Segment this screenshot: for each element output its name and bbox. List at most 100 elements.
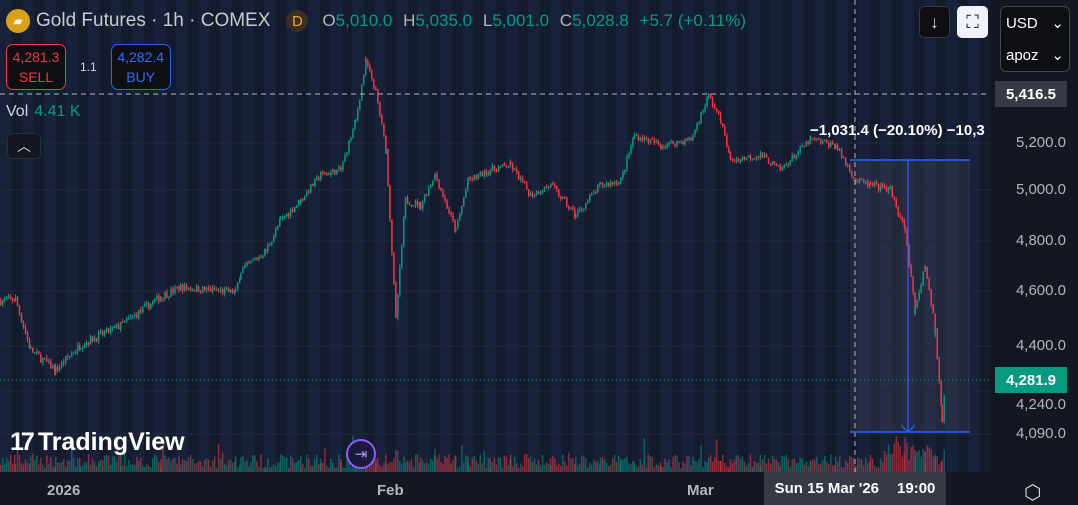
volume-bar (670, 467, 672, 472)
volume-bar (728, 467, 730, 472)
candle-body (471, 179, 473, 181)
candle-body (318, 176, 320, 180)
candle-body (326, 173, 328, 175)
candle-body (686, 139, 688, 141)
volume-bar (28, 463, 31, 472)
candle-body (836, 144, 839, 151)
candle-body (722, 123, 724, 127)
session-shading (880, 0, 892, 472)
volume-bar (550, 465, 552, 472)
session-shading (968, 0, 980, 472)
volume-bar (747, 463, 750, 472)
volume-bar (574, 457, 577, 472)
volume-bar (48, 464, 50, 472)
volume-bar (828, 464, 830, 472)
collapse-legend-button[interactable]: ︿ (7, 133, 41, 159)
volume-bar (771, 456, 774, 472)
candle-body (391, 219, 393, 254)
volume-bar (698, 459, 700, 472)
fullscreen-button[interactable]: ⛶ (957, 6, 988, 38)
replay-button[interactable]: ⇥ (346, 439, 376, 469)
candle-body (342, 161, 344, 170)
candle-body (655, 141, 658, 144)
candle-body (46, 357, 48, 362)
candle-body (246, 262, 248, 266)
delayed-badge[interactable]: D (286, 10, 309, 32)
candle-body (271, 241, 273, 245)
candle-body (285, 213, 288, 217)
volume-bar (38, 464, 40, 472)
buy-button[interactable]: 4,282.4 BUY (110, 44, 171, 90)
volume-bar (686, 456, 688, 472)
chart-settings-icon[interactable]: ⬡ (1024, 482, 1042, 504)
candle-body (346, 152, 348, 156)
candle-body (741, 157, 744, 159)
volume-bar (205, 458, 208, 472)
volume-bar (425, 462, 428, 472)
candle-body (854, 178, 857, 182)
volume-bar (179, 464, 182, 472)
tradingview-logo[interactable]: 17 TradingView (10, 428, 185, 456)
candle-body (700, 112, 702, 123)
volume-bar (887, 444, 890, 472)
unit-select[interactable]: apoz ⌄ (1006, 46, 1064, 65)
volume-bar (715, 439, 718, 472)
volume-bar (229, 459, 232, 472)
volume-bar (857, 457, 859, 472)
volume-bar (647, 454, 650, 472)
candle-body (757, 156, 760, 158)
candle-body (66, 356, 69, 358)
candle-body (599, 182, 602, 184)
candle-body (262, 256, 264, 258)
candle-body (105, 328, 108, 332)
volume-bar (126, 466, 128, 472)
candle-body (408, 203, 411, 206)
volume-bar (281, 455, 284, 472)
candle-body (174, 287, 176, 293)
candle-body (859, 178, 861, 183)
candle-body (279, 218, 282, 220)
candle-body (511, 164, 514, 170)
volume-bar (914, 456, 916, 472)
volume-bar (926, 445, 928, 472)
candle-body (570, 207, 572, 209)
candle-body (260, 256, 262, 258)
candle-body (119, 326, 122, 330)
candle-body (187, 287, 190, 289)
volume-bar (130, 464, 132, 472)
candle-body (74, 351, 77, 354)
volume-bar (582, 455, 585, 472)
candle-body (731, 159, 734, 162)
candle-body (615, 182, 618, 185)
volume-bar (820, 463, 822, 472)
candle-body (877, 183, 880, 190)
volume-bar (227, 460, 230, 472)
volume-bar (465, 455, 467, 472)
candle-body (805, 141, 807, 147)
session-shading (176, 0, 188, 472)
currency-select[interactable]: USD ⌄ (1006, 14, 1064, 33)
volume-bar (497, 457, 500, 472)
candle-body (166, 292, 168, 298)
volume-bar (877, 467, 880, 472)
volume-bar (463, 462, 465, 472)
volume-bar (467, 462, 469, 472)
volume-bar (859, 459, 861, 472)
symbol-title[interactable]: Gold Futures · 1h · COMEX (36, 10, 271, 31)
candle-body (611, 181, 614, 184)
candle-body (809, 138, 811, 144)
candle-body (48, 360, 50, 362)
candle-body (56, 366, 59, 370)
volume-bar (320, 463, 322, 472)
candle-body (883, 185, 886, 189)
candle-body (598, 183, 601, 186)
volume-bar (373, 458, 375, 472)
session-shading (22, 0, 34, 472)
scroll-to-latest-button[interactable]: ↓ (919, 6, 950, 38)
candle-body (743, 157, 746, 160)
volume-bar (236, 467, 239, 472)
volume-bar (816, 456, 818, 472)
sell-button[interactable]: 4,281.3 SELL (6, 44, 66, 90)
candle-body (30, 347, 32, 349)
